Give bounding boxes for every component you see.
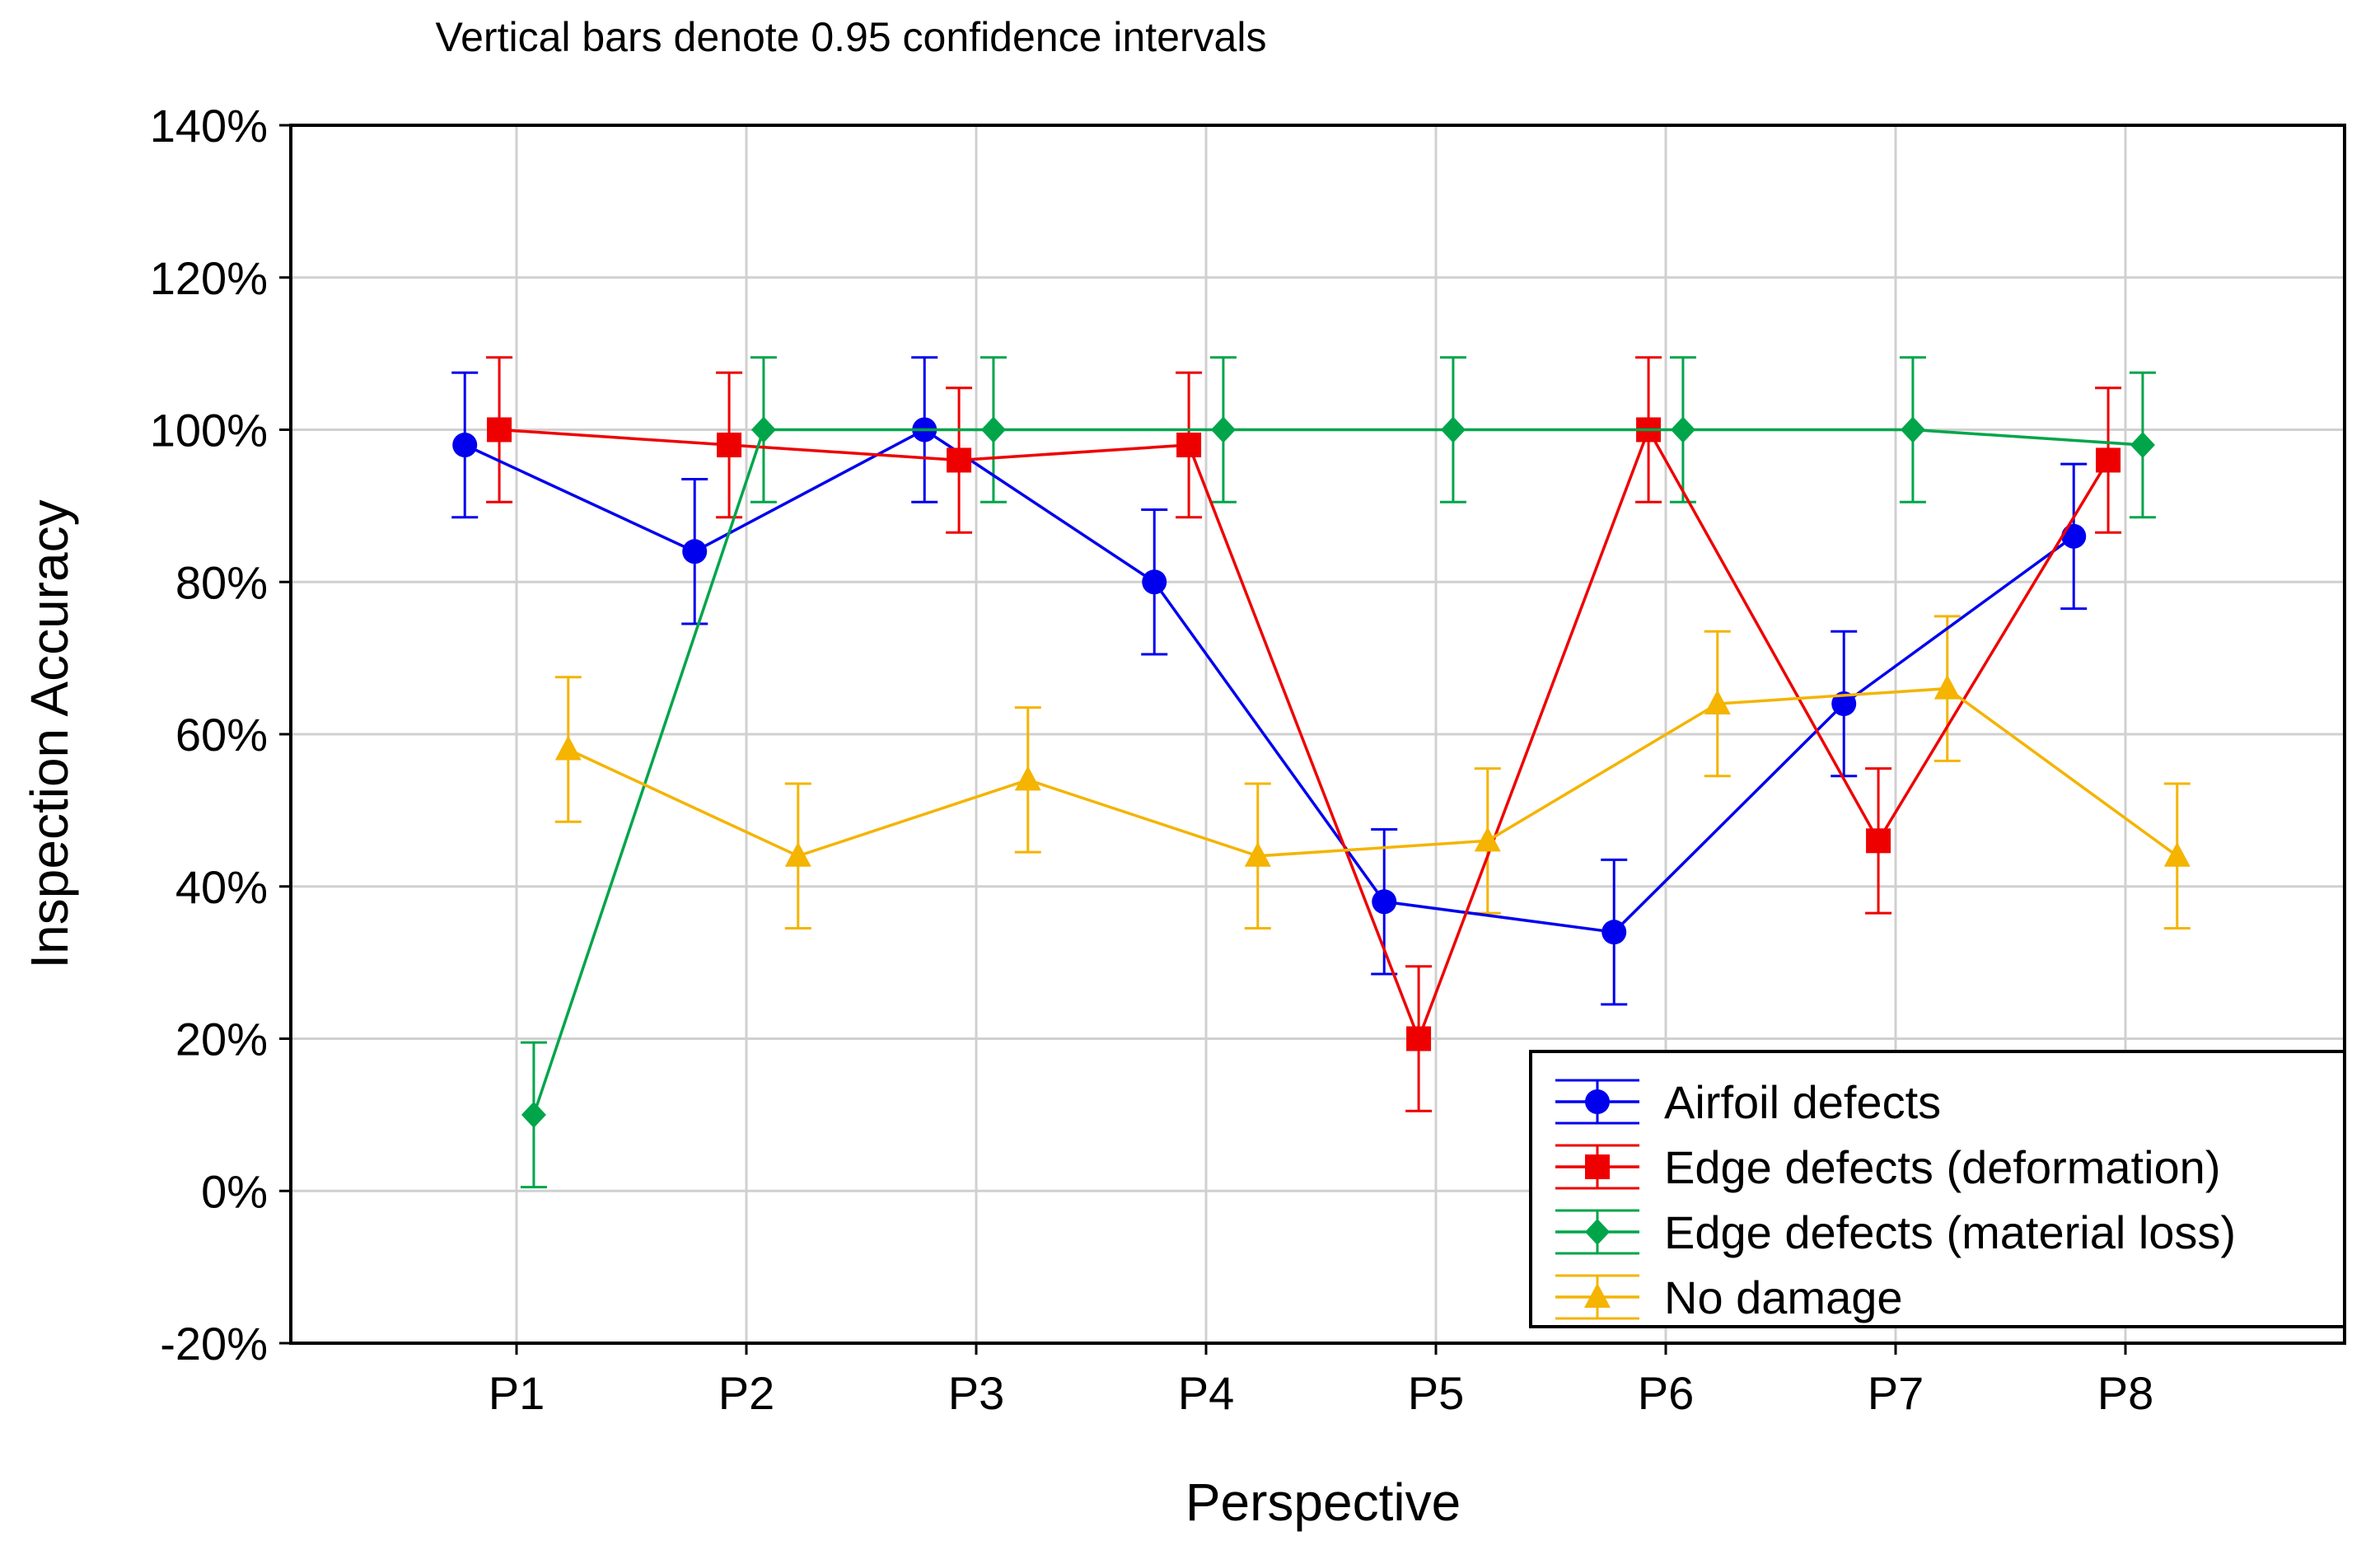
y-tick-label: -20% bbox=[160, 1318, 268, 1370]
data-point-no-damage bbox=[784, 841, 811, 867]
data-point-edge-defects-deformation bbox=[2096, 447, 2121, 473]
grid-lines bbox=[291, 124, 2345, 1345]
axes bbox=[279, 124, 2346, 1355]
legend-marker bbox=[1585, 1089, 1610, 1114]
y-tick-labels: -20% 0% 20% 40% 60% 80% 100% 120% 140% bbox=[150, 100, 268, 1370]
data-point-edge-defects-material-loss bbox=[1900, 416, 1925, 443]
legend-label: No damage bbox=[1664, 1271, 1903, 1323]
x-axis-label: Perspective bbox=[1185, 1473, 1461, 1532]
data-point-edge-defects-material-loss bbox=[1670, 416, 1695, 443]
legend-marker bbox=[1584, 1283, 1611, 1308]
data-point-edge-defects-deformation bbox=[1176, 432, 1202, 457]
x-tick-label: P5 bbox=[1408, 1367, 1465, 1419]
data-point-no-damage bbox=[1704, 690, 1731, 715]
data-point-edge-defects-deformation bbox=[947, 447, 972, 473]
y-tick-label: 20% bbox=[175, 1014, 268, 1065]
legend-entry: Edge defects (deformation) bbox=[1555, 1141, 2220, 1193]
series-line-no-damage bbox=[568, 686, 2178, 858]
legend-label: Edge defects (deformation) bbox=[1664, 1141, 2220, 1193]
data-point-edge-defects-deformation bbox=[1406, 1026, 1432, 1051]
series-line-edge-defects-deformation bbox=[498, 426, 2110, 1043]
legend-box bbox=[1529, 1050, 2346, 1328]
data-point-airfoil-defects bbox=[1142, 569, 1167, 595]
data-point-edge-defects-material-loss bbox=[980, 416, 1006, 443]
legend-entry: No damage bbox=[1555, 1271, 1903, 1323]
x-tick-label: P6 bbox=[1638, 1367, 1695, 1419]
legend-entry: Edge defects (material loss) bbox=[1555, 1206, 2236, 1258]
y-tick-label: 100% bbox=[150, 405, 268, 457]
legend-label: Edge defects (material loss) bbox=[1664, 1206, 2236, 1258]
data-point-edge-defects-material-loss bbox=[521, 1101, 546, 1128]
y-tick-label: 80% bbox=[175, 556, 268, 608]
series-line-edge-defects-material-loss bbox=[532, 428, 2144, 1116]
data-point-no-damage bbox=[1474, 827, 1501, 852]
legend-marker bbox=[1585, 1154, 1610, 1179]
plot-frame bbox=[289, 124, 2346, 1345]
x-tick-label: P8 bbox=[2097, 1367, 2154, 1419]
data-point-airfoil-defects bbox=[1831, 691, 1857, 717]
error-bars-no-damage bbox=[554, 615, 2191, 930]
legend: Airfoil defects Edge defects (deformation… bbox=[1529, 1050, 2346, 1328]
x-tick-label: P1 bbox=[489, 1367, 545, 1419]
x-tick-labels: P1 P2 P3 P4 P5 P6 P7 P8 bbox=[489, 1367, 2154, 1419]
data-point-airfoil-defects bbox=[682, 539, 708, 564]
y-tick-label: 140% bbox=[150, 100, 268, 152]
data-point-edge-defects-deformation bbox=[487, 417, 512, 443]
data-point-edge-defects-deformation bbox=[717, 432, 742, 457]
series-layer bbox=[451, 356, 2191, 1189]
y-tick-label: 60% bbox=[175, 709, 268, 761]
y-tick-label: 40% bbox=[175, 861, 268, 913]
data-point-edge-defects-material-loss bbox=[750, 416, 776, 443]
legend-label: Airfoil defects bbox=[1664, 1076, 1941, 1128]
x-tick-label: P4 bbox=[1178, 1367, 1235, 1419]
data-point-edge-defects-material-loss bbox=[2130, 431, 2155, 458]
x-tick-label: P2 bbox=[718, 1367, 775, 1419]
y-tick-label: 120% bbox=[150, 252, 268, 304]
y-tick-label: 0% bbox=[201, 1165, 268, 1217]
data-point-edge-defects-material-loss bbox=[1210, 416, 1236, 443]
legend-entry: Airfoil defects bbox=[1555, 1076, 1941, 1128]
data-point-no-damage bbox=[1014, 766, 1041, 791]
data-point-airfoil-defects bbox=[2061, 523, 2087, 549]
data-point-no-damage bbox=[1244, 841, 1271, 867]
data-point-airfoil-defects bbox=[452, 432, 478, 457]
y-axis-label: Inspection Accuracy bbox=[20, 499, 79, 968]
x-tick-label: P3 bbox=[948, 1367, 1005, 1419]
data-point-airfoil-defects bbox=[1601, 920, 1627, 945]
data-point-airfoil-defects bbox=[1372, 889, 1397, 915]
data-point-no-damage bbox=[1933, 674, 1961, 700]
error-bars-airfoil-defects bbox=[451, 356, 2088, 1006]
series-line-airfoil-defects bbox=[464, 428, 2075, 934]
data-point-edge-defects-material-loss bbox=[1440, 416, 1466, 443]
data-point-no-damage bbox=[554, 735, 582, 761]
chart-title: Vertical bars denote 0.95 confidence int… bbox=[436, 14, 1267, 60]
x-tick-label: P7 bbox=[1868, 1367, 1924, 1419]
legend-marker bbox=[1585, 1219, 1610, 1245]
data-point-edge-defects-deformation bbox=[1866, 828, 1891, 854]
data-point-no-damage bbox=[2163, 841, 2191, 867]
